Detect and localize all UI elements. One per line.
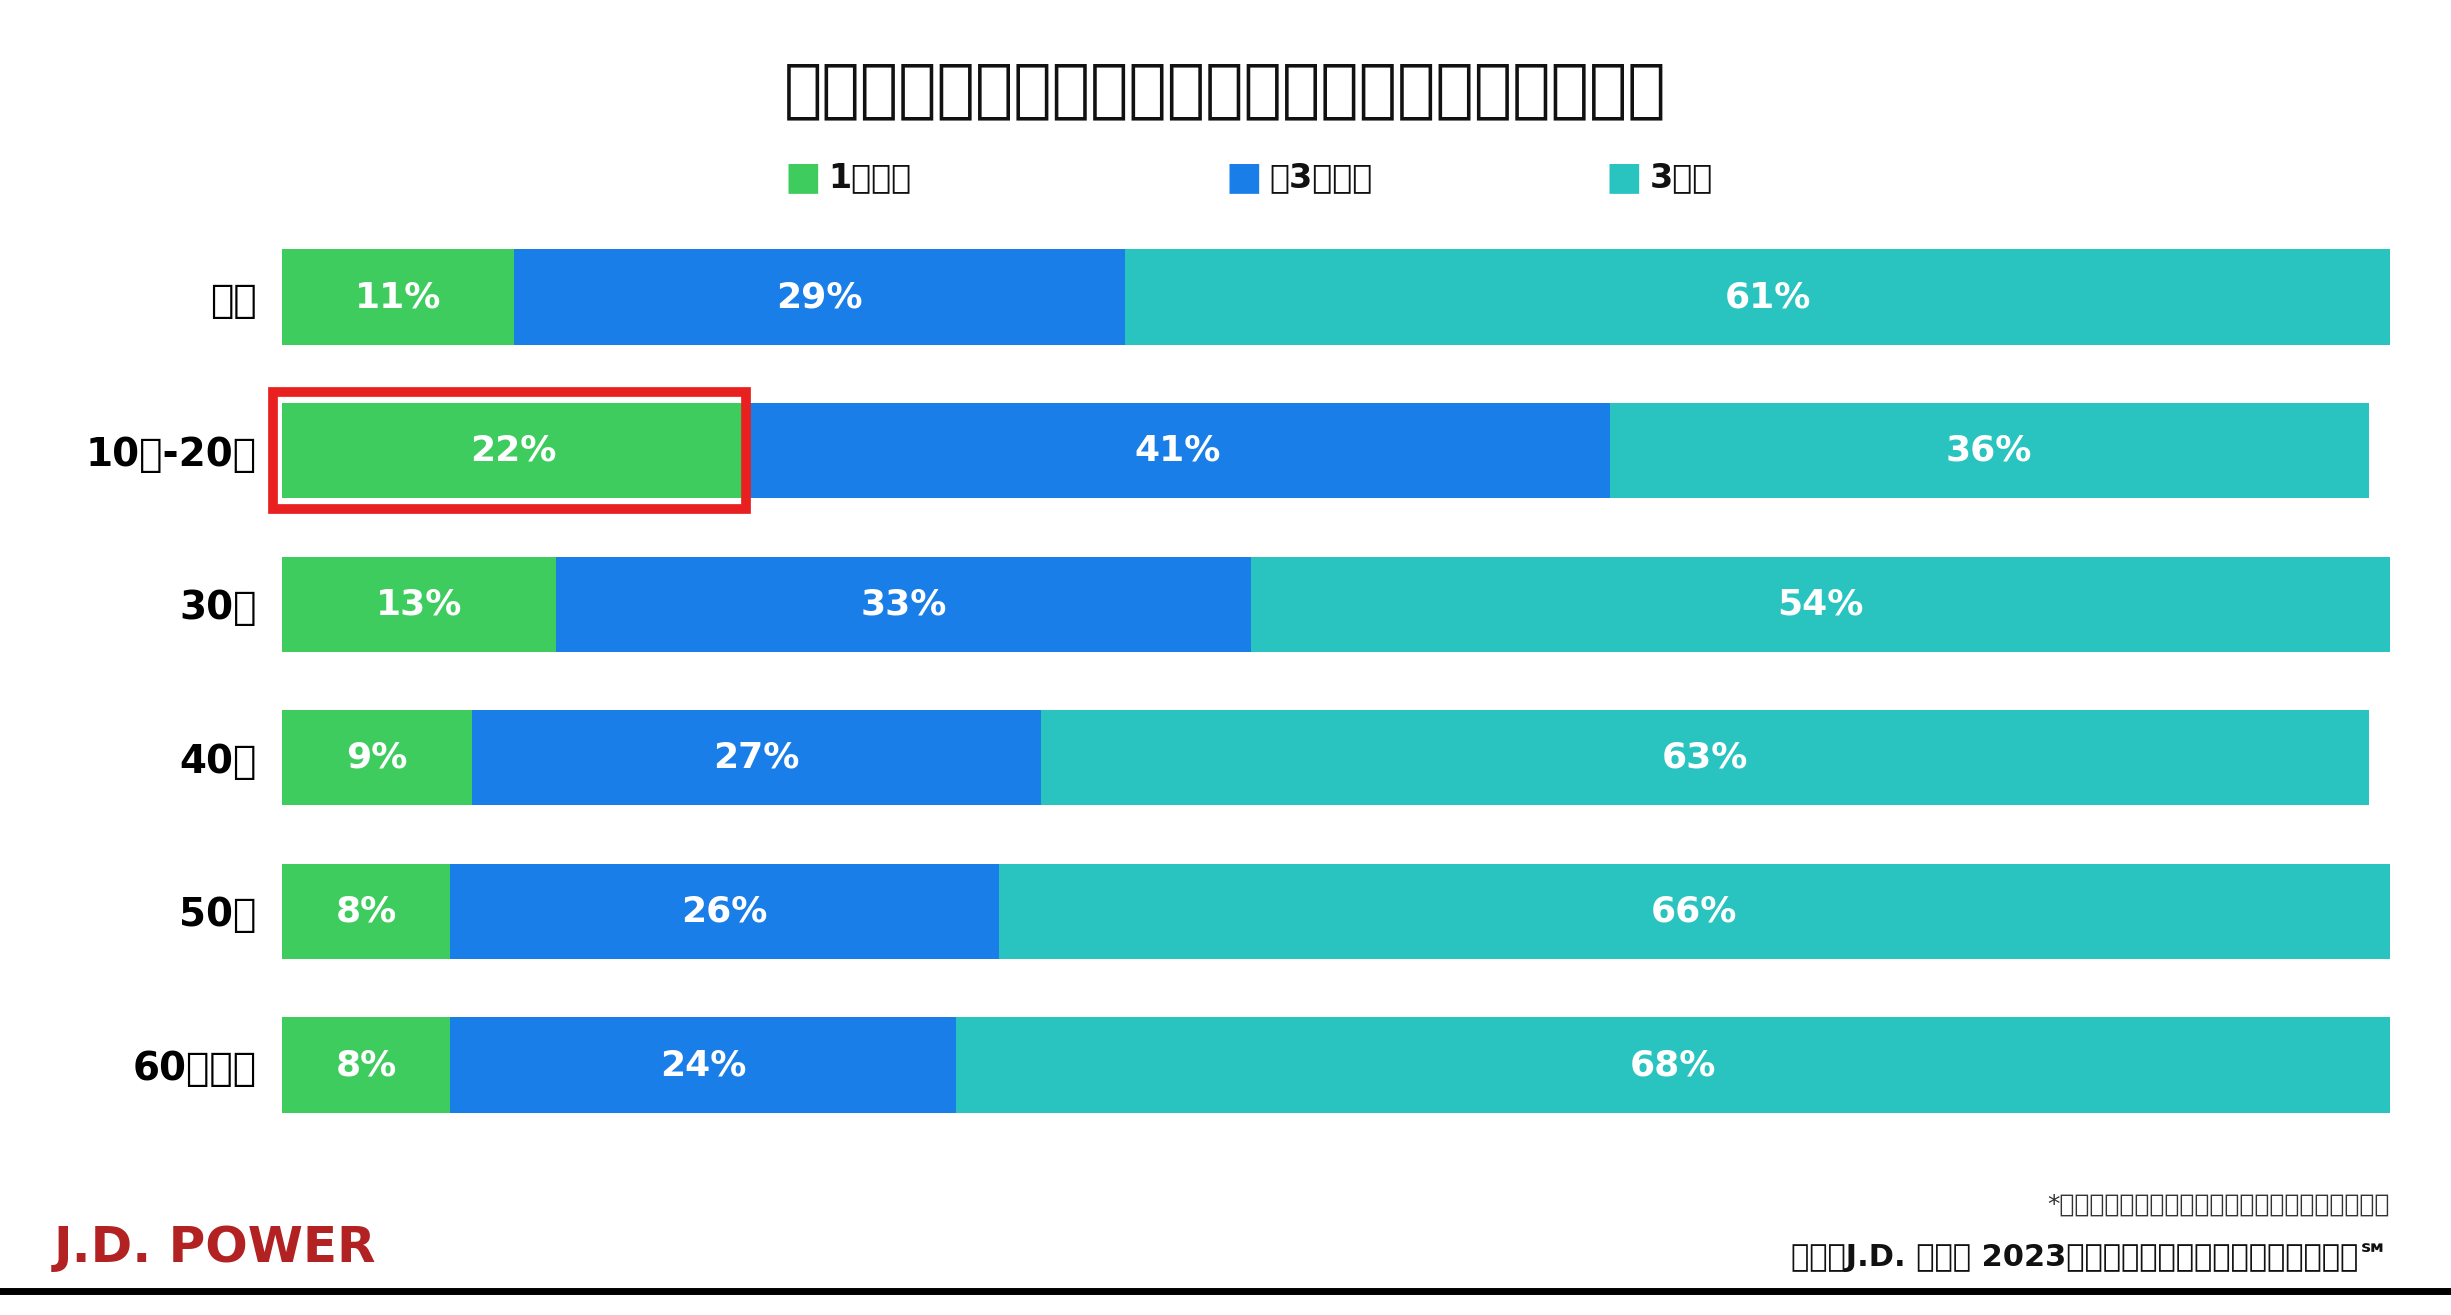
Text: ■: ■ (1226, 159, 1262, 196)
Text: 〜3年以内: 〜3年以内 (1270, 160, 1373, 195)
Bar (282, 404, 745, 498)
Bar (1125, 250, 2412, 345)
Text: 36%: 36% (1946, 434, 2032, 468)
Bar (282, 1018, 451, 1112)
Bar (515, 250, 1125, 345)
Text: 1年以内: 1年以内 (828, 160, 912, 195)
Text: J.D. POWER: J.D. POWER (54, 1223, 377, 1272)
Text: 63%: 63% (1662, 740, 1748, 775)
Bar (745, 404, 1610, 498)
Bar (282, 250, 515, 345)
Bar (556, 556, 1252, 652)
Bar (451, 864, 998, 959)
Text: 13%: 13% (375, 588, 463, 621)
Bar (1252, 556, 2390, 652)
Text: 8%: 8% (336, 894, 397, 928)
Text: 27%: 27% (713, 740, 799, 775)
Bar (282, 710, 471, 806)
Text: 24%: 24% (659, 1048, 748, 1082)
Text: 22%: 22% (471, 434, 556, 468)
Bar (1610, 404, 2368, 498)
Text: 54%: 54% (1777, 588, 1863, 621)
Bar (956, 1018, 2390, 1112)
Bar (451, 1018, 956, 1112)
Text: 33%: 33% (860, 588, 946, 621)
Text: 29%: 29% (777, 280, 863, 314)
Text: 26%: 26% (681, 894, 767, 928)
Bar (998, 864, 2390, 959)
Text: メインで利用しているポイントサービスの利用期間: メインで利用しているポイントサービスの利用期間 (784, 59, 1667, 121)
Bar (1042, 710, 2368, 806)
Text: ■: ■ (784, 159, 821, 196)
Text: 61%: 61% (1726, 280, 1811, 314)
Text: 68%: 68% (1630, 1048, 1716, 1082)
Bar (282, 556, 556, 652)
Text: ■: ■ (1605, 159, 1642, 196)
Text: 11%: 11% (355, 280, 441, 314)
Text: 41%: 41% (1135, 434, 1221, 468)
Text: 出典：J.D. パワー 2023年共通ポイントサービス満足度調査℠: 出典：J.D. パワー 2023年共通ポイントサービス満足度調査℠ (1792, 1243, 2390, 1272)
Text: 9%: 9% (346, 740, 407, 775)
Bar (471, 710, 1042, 806)
Text: 3年超: 3年超 (1650, 160, 1713, 195)
Text: *数値について、小数点以下は四捨五入しています: *数値について、小数点以下は四捨五入しています (2047, 1193, 2390, 1216)
Text: 8%: 8% (336, 1048, 397, 1082)
Bar (282, 864, 451, 959)
Text: 66%: 66% (1652, 894, 1738, 928)
